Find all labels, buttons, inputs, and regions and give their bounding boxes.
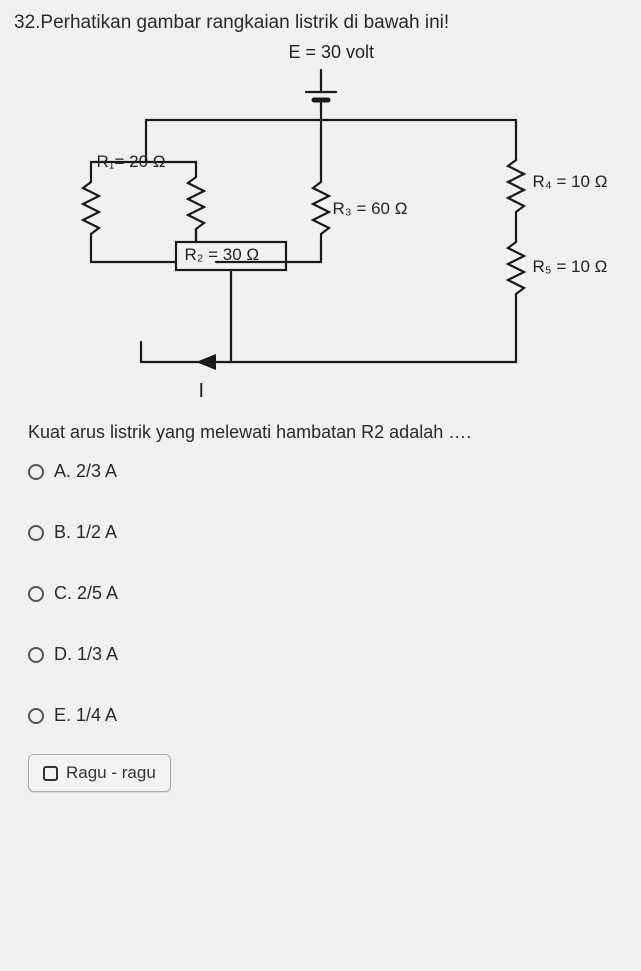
current-label: I xyxy=(199,380,205,403)
question-prompt: Kuat arus listrik yang melewati hambatan… xyxy=(28,422,627,443)
option-b-label: B. 1/2 A xyxy=(54,522,117,543)
radio-icon xyxy=(28,525,44,541)
option-e-label: E. 1/4 A xyxy=(54,705,117,726)
ragu-label: Ragu - ragu xyxy=(66,763,156,783)
r5-label: R₅ = 10 Ω xyxy=(533,257,608,277)
radio-icon xyxy=(28,647,44,663)
radio-icon xyxy=(28,708,44,724)
radio-icon xyxy=(28,586,44,602)
question-header: 32.Perhatikan gambar rangkaian listrik d… xyxy=(14,12,627,34)
circuit-svg xyxy=(21,42,621,412)
r1-label: R₁= 20 Ω xyxy=(97,152,166,172)
option-d[interactable]: D. 1/3 A xyxy=(28,644,627,665)
option-e[interactable]: E. 1/4 A xyxy=(28,705,627,726)
question-number: 32. xyxy=(14,12,40,33)
option-a[interactable]: A. 2/3 A xyxy=(28,461,627,482)
option-c-label: C. 2/5 A xyxy=(54,583,118,604)
r3-label: R₃ = 60 Ω xyxy=(333,199,408,219)
r4-label: R₄ = 10 Ω xyxy=(533,172,608,192)
r2-label: R₂ = 30 Ω xyxy=(185,245,260,265)
circuit-diagram: E = 30 volt xyxy=(21,42,621,412)
option-c[interactable]: C. 2/5 A xyxy=(28,583,627,604)
checkbox-icon xyxy=(43,766,58,781)
ragu-button[interactable]: Ragu - ragu xyxy=(28,754,171,792)
emf-label: E = 30 volt xyxy=(289,42,375,63)
question-body: Perhatikan gambar rangkaian listrik di b… xyxy=(40,12,449,33)
option-d-label: D. 1/3 A xyxy=(54,644,118,665)
radio-icon xyxy=(28,464,44,480)
option-b[interactable]: B. 1/2 A xyxy=(28,522,627,543)
options-block: Kuat arus listrik yang melewati hambatan… xyxy=(14,422,627,792)
option-a-label: A. 2/3 A xyxy=(54,461,117,482)
